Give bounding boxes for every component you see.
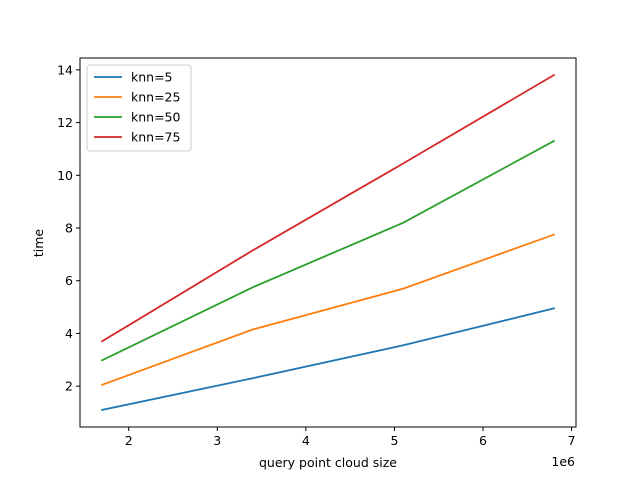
y-axis-label: time bbox=[31, 229, 46, 258]
plot-area bbox=[100, 73, 556, 411]
y-tick-label: 8 bbox=[65, 221, 73, 236]
legend-box bbox=[86, 64, 192, 152]
legend: knn=5 knn=25 knn=50 knn=75 bbox=[86, 64, 192, 152]
legend-label-knn-25: knn=25 bbox=[131, 90, 180, 105]
x-tick-label: 5 bbox=[390, 433, 398, 448]
x-tick-label: 7 bbox=[568, 433, 576, 448]
x-tick-label: 2 bbox=[125, 433, 133, 448]
y-tick-label: 12 bbox=[57, 115, 73, 130]
legend-label-knn-5: knn=5 bbox=[131, 70, 173, 85]
x-tick-label: 6 bbox=[479, 433, 487, 448]
series-line-knn-50 bbox=[100, 139, 556, 362]
axes-frame bbox=[79, 57, 577, 428]
series-line-knn-5 bbox=[101, 307, 555, 411]
y-tick-label: 6 bbox=[65, 273, 73, 288]
x-axis-label: query point cloud size bbox=[259, 455, 397, 470]
x-tick-label: 4 bbox=[302, 433, 310, 448]
legend-label-knn-75: knn=75 bbox=[131, 130, 180, 145]
y-tick-label: 4 bbox=[65, 326, 73, 341]
axes: 2 3 4 5 6 7 2 4 6 8 10 12 14 bbox=[57, 57, 577, 448]
y-tick-label: 2 bbox=[65, 379, 73, 394]
x-tick-label: 3 bbox=[213, 433, 221, 448]
y-tick-label: 10 bbox=[57, 168, 73, 183]
y-tick-label: 14 bbox=[57, 62, 73, 77]
series-line-knn-75 bbox=[100, 73, 556, 343]
x-axis-offset-label: 1e6 bbox=[551, 454, 575, 469]
series-line-knn-25 bbox=[100, 233, 556, 386]
legend-label-knn-50: knn=50 bbox=[131, 110, 181, 125]
